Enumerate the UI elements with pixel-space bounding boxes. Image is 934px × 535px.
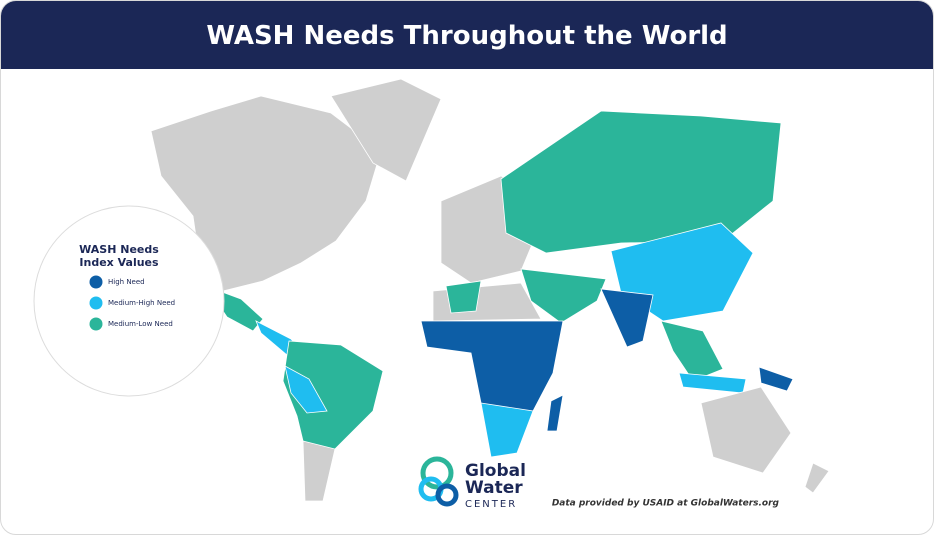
world-map (150, 78, 830, 502)
region (150, 95, 382, 292)
logo-text: CENTER (465, 499, 517, 510)
region (520, 268, 607, 324)
source-note: Data provided by USAID at GlobalWaters.o… (552, 499, 780, 509)
region (678, 372, 747, 394)
logo-text: Global (465, 461, 526, 481)
region (600, 288, 654, 348)
logo-text: Water (465, 478, 523, 498)
logo-ring (435, 483, 459, 507)
legend-frame (33, 205, 225, 397)
logo-ring (420, 456, 454, 490)
legend-swatch (89, 296, 103, 310)
legend-title: WASH Needs (79, 243, 159, 256)
region (758, 366, 794, 392)
region (660, 320, 724, 382)
region (302, 440, 336, 502)
region (480, 402, 534, 458)
legend-title: Index Values (79, 256, 159, 269)
legend-label: Medium-High Need (108, 299, 175, 307)
logo: Global Water CENTER (418, 456, 526, 510)
legend-label: Medium-Low Need (108, 320, 173, 328)
region (284, 365, 328, 414)
legend-swatch (89, 317, 103, 331)
region (445, 280, 482, 314)
region (546, 394, 564, 432)
region (330, 78, 442, 182)
legend-swatch (89, 275, 103, 289)
region (700, 386, 792, 474)
legend-label: High Need (108, 278, 145, 286)
region (500, 110, 782, 254)
region (804, 462, 830, 494)
header-title: WASH Needs Throughout the World (1, 1, 933, 69)
